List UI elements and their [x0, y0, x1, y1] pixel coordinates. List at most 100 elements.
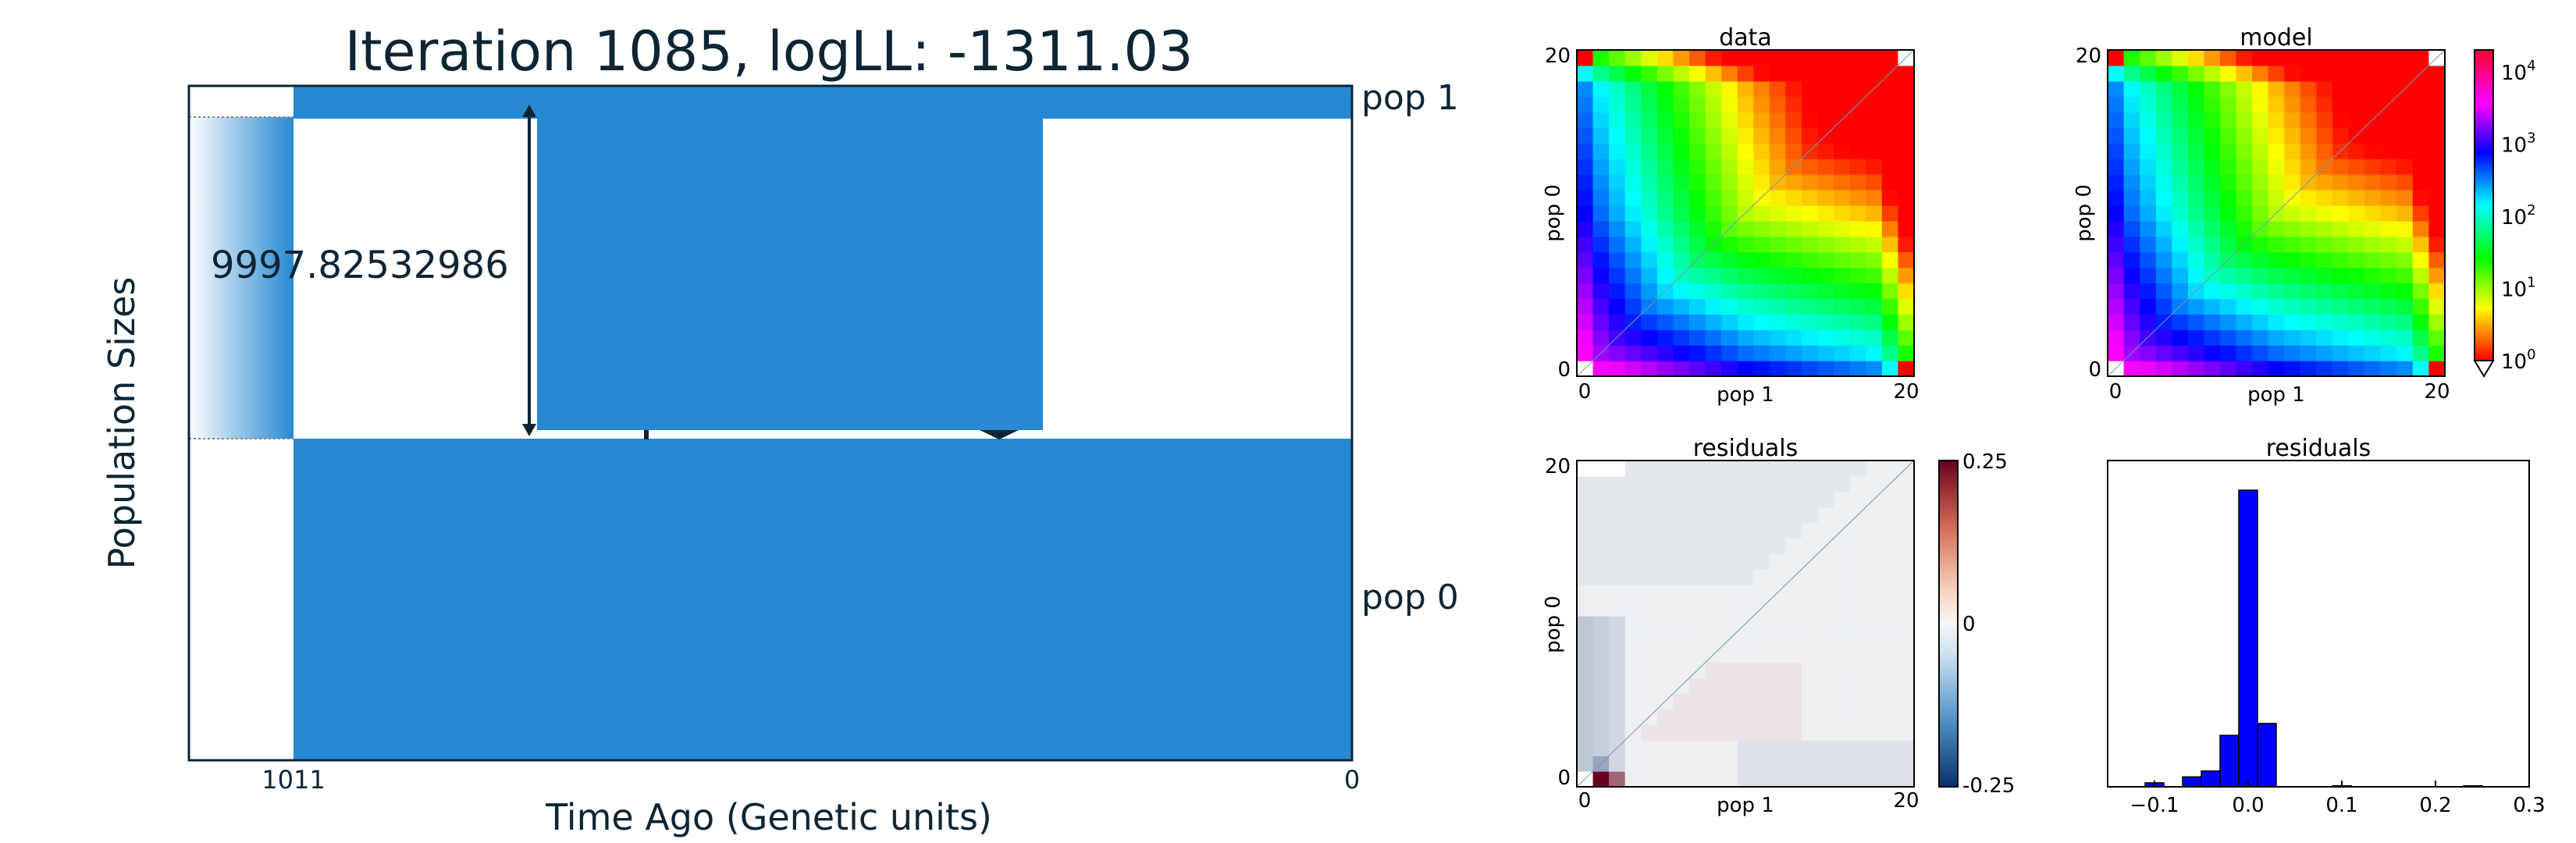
residual-cell — [1753, 507, 1770, 524]
heatmap-cell — [2412, 314, 2430, 330]
heatmap-cell — [2284, 174, 2301, 190]
residual-cell — [1834, 461, 1851, 477]
heatmap-cell — [1705, 50, 1722, 66]
heatmap-cell — [2187, 267, 2205, 284]
heatmap-cell — [1721, 127, 1738, 144]
residual-cell — [1656, 538, 1674, 555]
heatmap-cell — [1689, 143, 1706, 159]
heatmap-cell — [2364, 283, 2382, 300]
heatmap-cell — [2348, 314, 2365, 330]
heatmap-cell — [1753, 158, 1770, 175]
heatmap-cell — [2204, 50, 2221, 66]
heatmap-cell — [1834, 127, 1851, 144]
heatmap-cell — [2380, 298, 2397, 315]
residual-cell — [1769, 631, 1787, 648]
heatmap-cell — [1689, 174, 1706, 190]
heatmap-cell — [1689, 80, 1706, 98]
residuals-colorbar-tick-mid: 0 — [1962, 613, 1976, 636]
heatmap-cell — [1753, 205, 1770, 222]
residual-cell — [1898, 616, 1915, 632]
residual-cell — [1881, 585, 1899, 601]
heatmap-cell — [2140, 345, 2157, 361]
heatmap-cell — [2268, 236, 2285, 253]
heatmap-cell — [1689, 220, 1706, 237]
heatmap-cell — [2412, 345, 2430, 361]
heatmap-cell — [1592, 158, 1610, 175]
heatmap-cell — [1673, 96, 1690, 113]
residual-cell — [1721, 475, 1738, 493]
heatmap-cell — [2284, 361, 2301, 377]
heatmap-cell — [1609, 190, 1626, 206]
heatmap-cell — [1673, 283, 1690, 300]
heatmap-cell — [2332, 361, 2350, 377]
heatmap-cell — [2140, 80, 2157, 98]
residual-cell — [1898, 538, 1915, 555]
heatmap-cell — [2412, 251, 2430, 269]
heatmap-cell — [2204, 190, 2221, 206]
heatmap-cell — [2412, 298, 2430, 315]
heatmap-cell — [1898, 329, 1915, 346]
heatmap-cell — [2428, 174, 2446, 190]
heatmap-cell — [1656, 251, 1674, 269]
heatmap-cell — [2236, 345, 2253, 361]
heatmap-cell — [2284, 80, 2301, 98]
heatmap-cell — [1753, 283, 1770, 300]
heatmap-cell — [1881, 143, 1899, 159]
heatmap-cell — [2155, 329, 2172, 346]
residual-cell — [1705, 756, 1722, 772]
heatmap-cell — [1898, 112, 1915, 129]
residual-cell — [1817, 616, 1834, 632]
heatmap-cell — [1785, 251, 1802, 269]
heatmap-cell — [2123, 267, 2140, 284]
residual-cell — [1592, 461, 1610, 477]
residual-cell — [1656, 600, 1674, 617]
heatmap-model-ytick-0: 0 — [2088, 358, 2101, 382]
residual-cell — [1592, 569, 1610, 585]
heatmap-cell — [1673, 220, 1690, 237]
residual-cell — [1705, 771, 1722, 788]
heatmap-cell — [1849, 65, 1866, 82]
residual-cell — [1656, 475, 1674, 493]
heatmap-cell — [1785, 267, 1802, 284]
colorbar-tick-label: 103 — [2501, 130, 2536, 157]
heatmap-cell — [1785, 96, 1802, 113]
heatmap-cell — [1592, 143, 1610, 159]
heatmap-cell — [2187, 174, 2205, 190]
residual-cell — [1609, 693, 1626, 710]
heatmap-cell — [1802, 96, 1819, 113]
heatmap-cell — [1881, 205, 1899, 222]
heatmap-cell — [2412, 158, 2430, 175]
residual-cell — [1592, 709, 1610, 725]
residual-cell — [1624, 709, 1642, 725]
heatmap-cell — [2155, 127, 2172, 144]
heatmap-cell — [1849, 143, 1866, 159]
heatmap-cell — [1689, 267, 1706, 284]
heatmap-cell — [2412, 80, 2430, 98]
heatmap-cell — [2428, 345, 2446, 361]
residual-cell — [1689, 522, 1706, 539]
residual-cell — [1866, 585, 1883, 601]
residual-cell — [1769, 461, 1787, 477]
heatmap-cell — [1641, 314, 1658, 330]
heatmap-cell — [1898, 220, 1915, 237]
heatmap-cell — [1673, 298, 1690, 315]
residual-cell — [1898, 585, 1915, 601]
heatmap-cell — [2316, 251, 2333, 269]
heatmap-cell — [2300, 267, 2318, 284]
residual-cell — [1737, 709, 1754, 725]
residual-cell — [1673, 461, 1690, 477]
residual-cell — [1834, 585, 1851, 601]
heatmap-cell — [2123, 220, 2140, 237]
residual-cell — [1866, 522, 1883, 539]
heatmap-cell — [2204, 329, 2221, 346]
heatmap-cell — [1866, 298, 1883, 315]
residual-cell — [1577, 461, 1594, 477]
heatmap-cell — [1898, 251, 1915, 269]
heatmap-cell — [1834, 50, 1851, 66]
residual-cell — [1785, 461, 1802, 477]
heatmap-cell — [1753, 65, 1770, 82]
heatmap-cell — [1656, 329, 1674, 346]
residual-cell — [1881, 600, 1899, 617]
residual-cell — [1656, 756, 1674, 772]
heatmap-cell — [2396, 329, 2414, 346]
